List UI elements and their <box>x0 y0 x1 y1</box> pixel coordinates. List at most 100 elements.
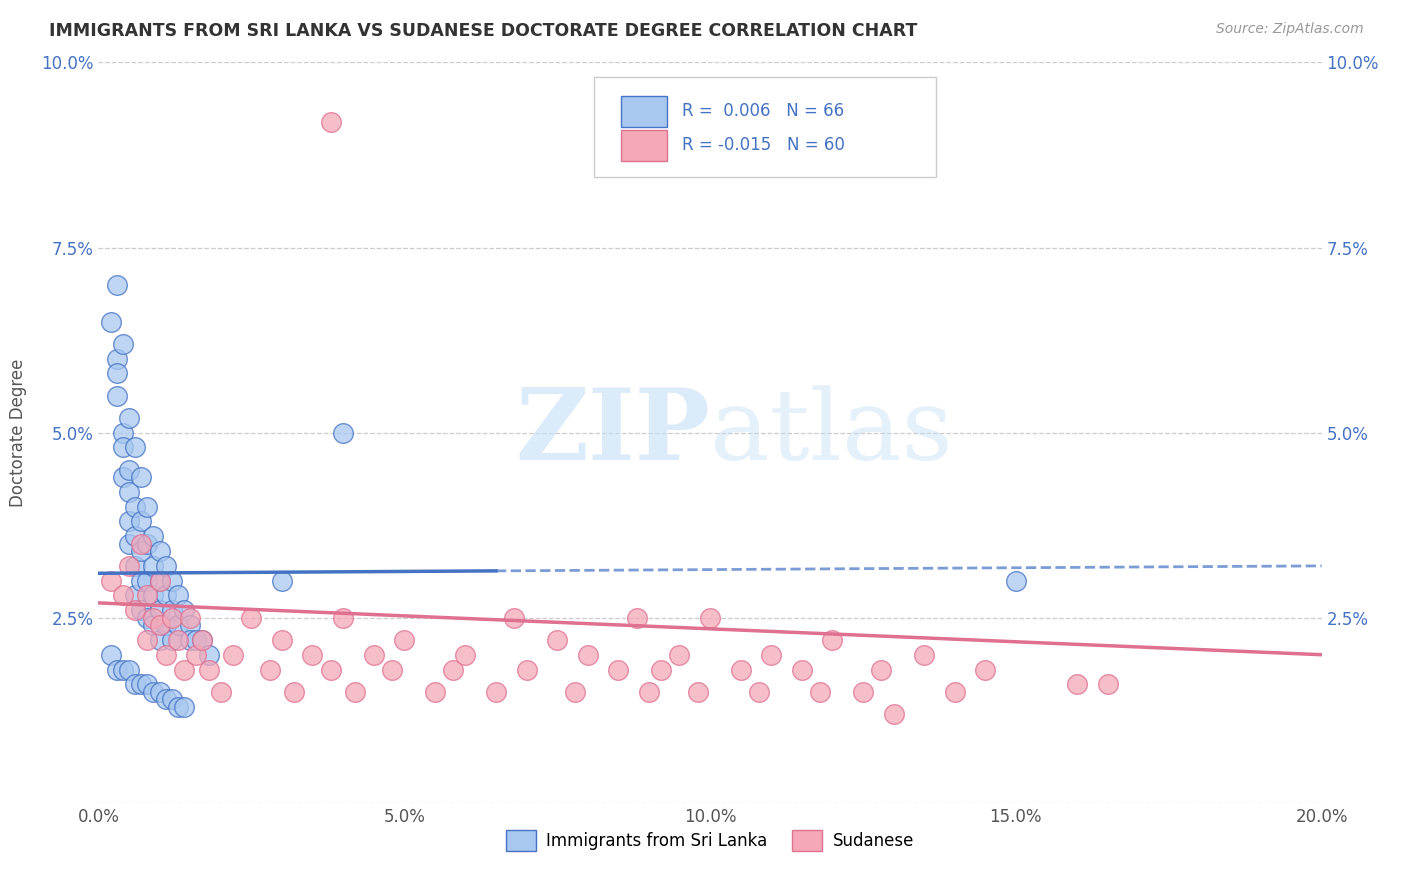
Point <box>124 558 146 573</box>
Point <box>730 663 752 677</box>
Text: IMMIGRANTS FROM SRI LANKA VS SUDANESE DOCTORATE DEGREE CORRELATION CHART: IMMIGRANTS FROM SRI LANKA VS SUDANESE DO… <box>49 22 918 40</box>
Point <box>650 663 672 677</box>
Point <box>105 367 128 381</box>
Point <box>363 648 385 662</box>
Point <box>485 685 508 699</box>
Point <box>883 706 905 721</box>
Point <box>870 663 893 677</box>
Point <box>209 685 232 699</box>
Text: ZIP: ZIP <box>515 384 710 481</box>
Point <box>167 589 190 603</box>
Point <box>142 529 165 543</box>
Point <box>136 574 159 588</box>
Point <box>111 663 134 677</box>
Point <box>100 314 122 328</box>
Bar <box>620 95 668 127</box>
Point <box>111 470 134 484</box>
Point <box>160 574 183 588</box>
Point <box>111 336 134 351</box>
Point <box>124 500 146 514</box>
Text: R = -0.015   N = 60: R = -0.015 N = 60 <box>682 136 845 154</box>
Point <box>160 632 183 647</box>
Point <box>454 648 477 662</box>
Point <box>423 685 446 699</box>
Point <box>142 685 165 699</box>
Point <box>129 544 152 558</box>
Point <box>283 685 305 699</box>
Point <box>149 544 172 558</box>
Point <box>155 558 177 573</box>
Point <box>173 663 195 677</box>
Point <box>1004 574 1026 588</box>
Point <box>381 663 404 677</box>
Point <box>124 603 146 617</box>
Point <box>546 632 568 647</box>
Point <box>155 589 177 603</box>
Point <box>124 677 146 691</box>
Point <box>259 663 281 677</box>
Point <box>270 574 292 588</box>
Point <box>124 441 146 455</box>
Point <box>142 618 165 632</box>
Point <box>155 692 177 706</box>
Point <box>319 663 342 677</box>
Point <box>344 685 367 699</box>
Point <box>149 632 172 647</box>
Point <box>136 610 159 624</box>
Point <box>167 699 190 714</box>
Bar <box>620 130 668 161</box>
Point <box>197 663 219 677</box>
Text: Source: ZipAtlas.com: Source: ZipAtlas.com <box>1216 22 1364 37</box>
Point <box>136 677 159 691</box>
Point <box>160 692 183 706</box>
Point <box>173 603 195 617</box>
Point <box>155 618 177 632</box>
Point <box>1066 677 1088 691</box>
Point <box>759 648 782 662</box>
Point <box>142 610 165 624</box>
Point <box>111 441 134 455</box>
Point <box>392 632 416 647</box>
Point <box>118 462 141 476</box>
Point <box>142 589 165 603</box>
Point <box>149 603 172 617</box>
Point <box>607 663 630 677</box>
Point <box>124 529 146 543</box>
Point <box>626 610 648 624</box>
Point <box>136 536 159 550</box>
Point <box>142 558 165 573</box>
Point <box>118 515 141 529</box>
FancyBboxPatch shape <box>593 78 936 178</box>
Point <box>136 500 159 514</box>
Text: R =  0.006   N = 66: R = 0.006 N = 66 <box>682 103 844 120</box>
Point <box>699 610 721 624</box>
Point <box>111 589 134 603</box>
Y-axis label: Doctorate Degree: Doctorate Degree <box>10 359 27 507</box>
Point <box>179 610 201 624</box>
Point <box>100 648 122 662</box>
Point <box>686 685 709 699</box>
Point <box>503 610 526 624</box>
Point <box>191 632 214 647</box>
Point <box>160 603 183 617</box>
Point <box>118 484 141 499</box>
Point <box>191 632 214 647</box>
Point <box>149 574 172 588</box>
Point <box>852 685 875 699</box>
Point <box>129 515 152 529</box>
Point <box>821 632 844 647</box>
Point <box>118 536 141 550</box>
Point <box>186 632 208 647</box>
Point <box>301 648 323 662</box>
Point <box>129 470 152 484</box>
Point <box>129 603 152 617</box>
Point <box>105 663 128 677</box>
Point <box>668 648 690 662</box>
Point <box>516 663 538 677</box>
Point <box>332 425 354 440</box>
Point <box>319 114 342 128</box>
Point <box>136 632 159 647</box>
Point <box>186 648 208 662</box>
Point <box>149 685 172 699</box>
Point <box>332 610 354 624</box>
